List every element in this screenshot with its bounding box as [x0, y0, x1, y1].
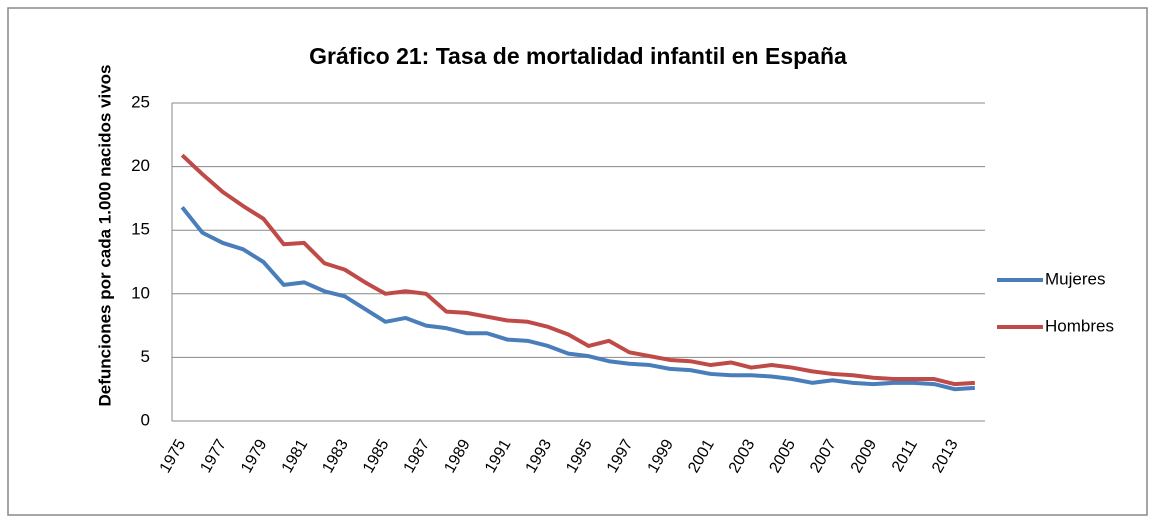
line — [180, 206, 975, 392]
y-tick-label: 5 — [141, 347, 150, 366]
chart-border — [7, 7, 1148, 516]
legend-label: Hombres — [1045, 316, 1114, 335]
legend-label: Mujeres — [1045, 269, 1105, 288]
chart-title: Gráfico 21: Tasa de mortalidad infantil … — [309, 43, 847, 69]
y-tick-label: 25 — [131, 92, 150, 111]
y-axis-label: Defunciones por cada 1.000 nacidos vivos — [95, 64, 115, 407]
line — [180, 153, 975, 387]
y-tick-label: 0 — [141, 410, 150, 429]
y-tick-label: 20 — [131, 156, 150, 175]
y-tick-label: 10 — [131, 283, 150, 302]
y-tick-label: 15 — [131, 220, 150, 239]
